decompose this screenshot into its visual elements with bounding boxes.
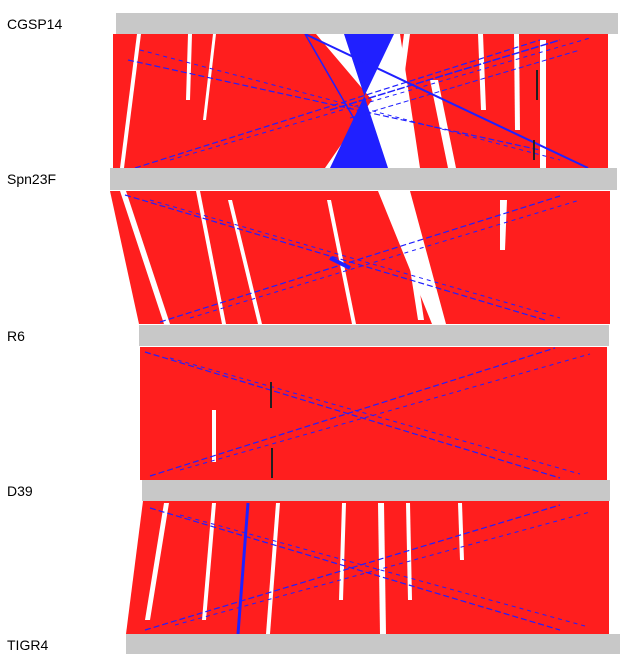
genome-label-d39: D39 <box>7 483 33 499</box>
inverted-match-line <box>144 504 561 631</box>
genome-label-spn23f: Spn23F <box>7 171 56 187</box>
gap-band <box>406 503 412 600</box>
gap-band <box>145 503 169 620</box>
comparison-panel-spn23f-r6 <box>110 191 610 324</box>
gap-band <box>339 503 346 600</box>
gap-band <box>228 200 262 324</box>
marker-lines <box>270 70 538 478</box>
inverted-match-line <box>149 507 561 631</box>
inverted-match-line <box>149 347 556 477</box>
gap-band <box>212 410 216 462</box>
inverted-match-line <box>304 33 589 169</box>
direct-match-region <box>110 191 610 324</box>
comparison-panel-r6-d39 <box>140 347 607 480</box>
inverted-match-line <box>149 199 561 319</box>
genome-bar-cgsp14 <box>116 13 618 34</box>
unmatched-gaps <box>120 34 546 634</box>
inverted-match-line <box>139 49 561 161</box>
direct-match-region <box>140 347 607 480</box>
inverted-match-line <box>169 37 591 161</box>
genome-bar-spn23f <box>110 168 617 190</box>
genome-label-tigr4: TIGR4 <box>7 637 48 653</box>
inverted-match-line <box>236 502 250 635</box>
gap-band <box>202 503 216 620</box>
genome-bar-d39 <box>142 480 610 501</box>
gap-band <box>196 191 226 324</box>
genome-label-r6: R6 <box>7 328 25 344</box>
inverted-matches <box>124 33 591 635</box>
inverted-match-line <box>179 514 586 627</box>
gap-band <box>120 34 141 168</box>
gap-band <box>540 40 546 168</box>
inverted-match-line <box>179 353 591 471</box>
inverted-match-line <box>329 39 561 111</box>
inverted-match-line <box>169 357 581 475</box>
inverted-match-line <box>329 256 351 270</box>
gap-band <box>266 503 280 634</box>
inverted-match-line <box>134 39 541 169</box>
gap-band <box>186 34 192 100</box>
gap-band <box>203 34 216 120</box>
gap-band <box>386 34 410 168</box>
gap-band <box>378 503 386 634</box>
genome-bars <box>110 13 620 654</box>
inverted-match-line <box>144 351 561 479</box>
genome-bar-tigr4 <box>126 634 620 654</box>
inverted-match-line <box>159 195 561 323</box>
gap-band <box>478 34 486 110</box>
gap-band <box>120 191 170 324</box>
genome-bar-r6 <box>139 325 609 346</box>
gap-band <box>430 80 456 168</box>
inverted-match-line <box>189 199 581 319</box>
inverted-match-line <box>304 33 379 161</box>
gap-band <box>458 503 464 560</box>
gap-band <box>514 34 520 130</box>
genome-label-cgsp14: CGSP14 <box>7 16 62 32</box>
gap-band <box>398 191 424 320</box>
inverted-match-line <box>124 194 546 321</box>
gap-band <box>500 200 507 250</box>
